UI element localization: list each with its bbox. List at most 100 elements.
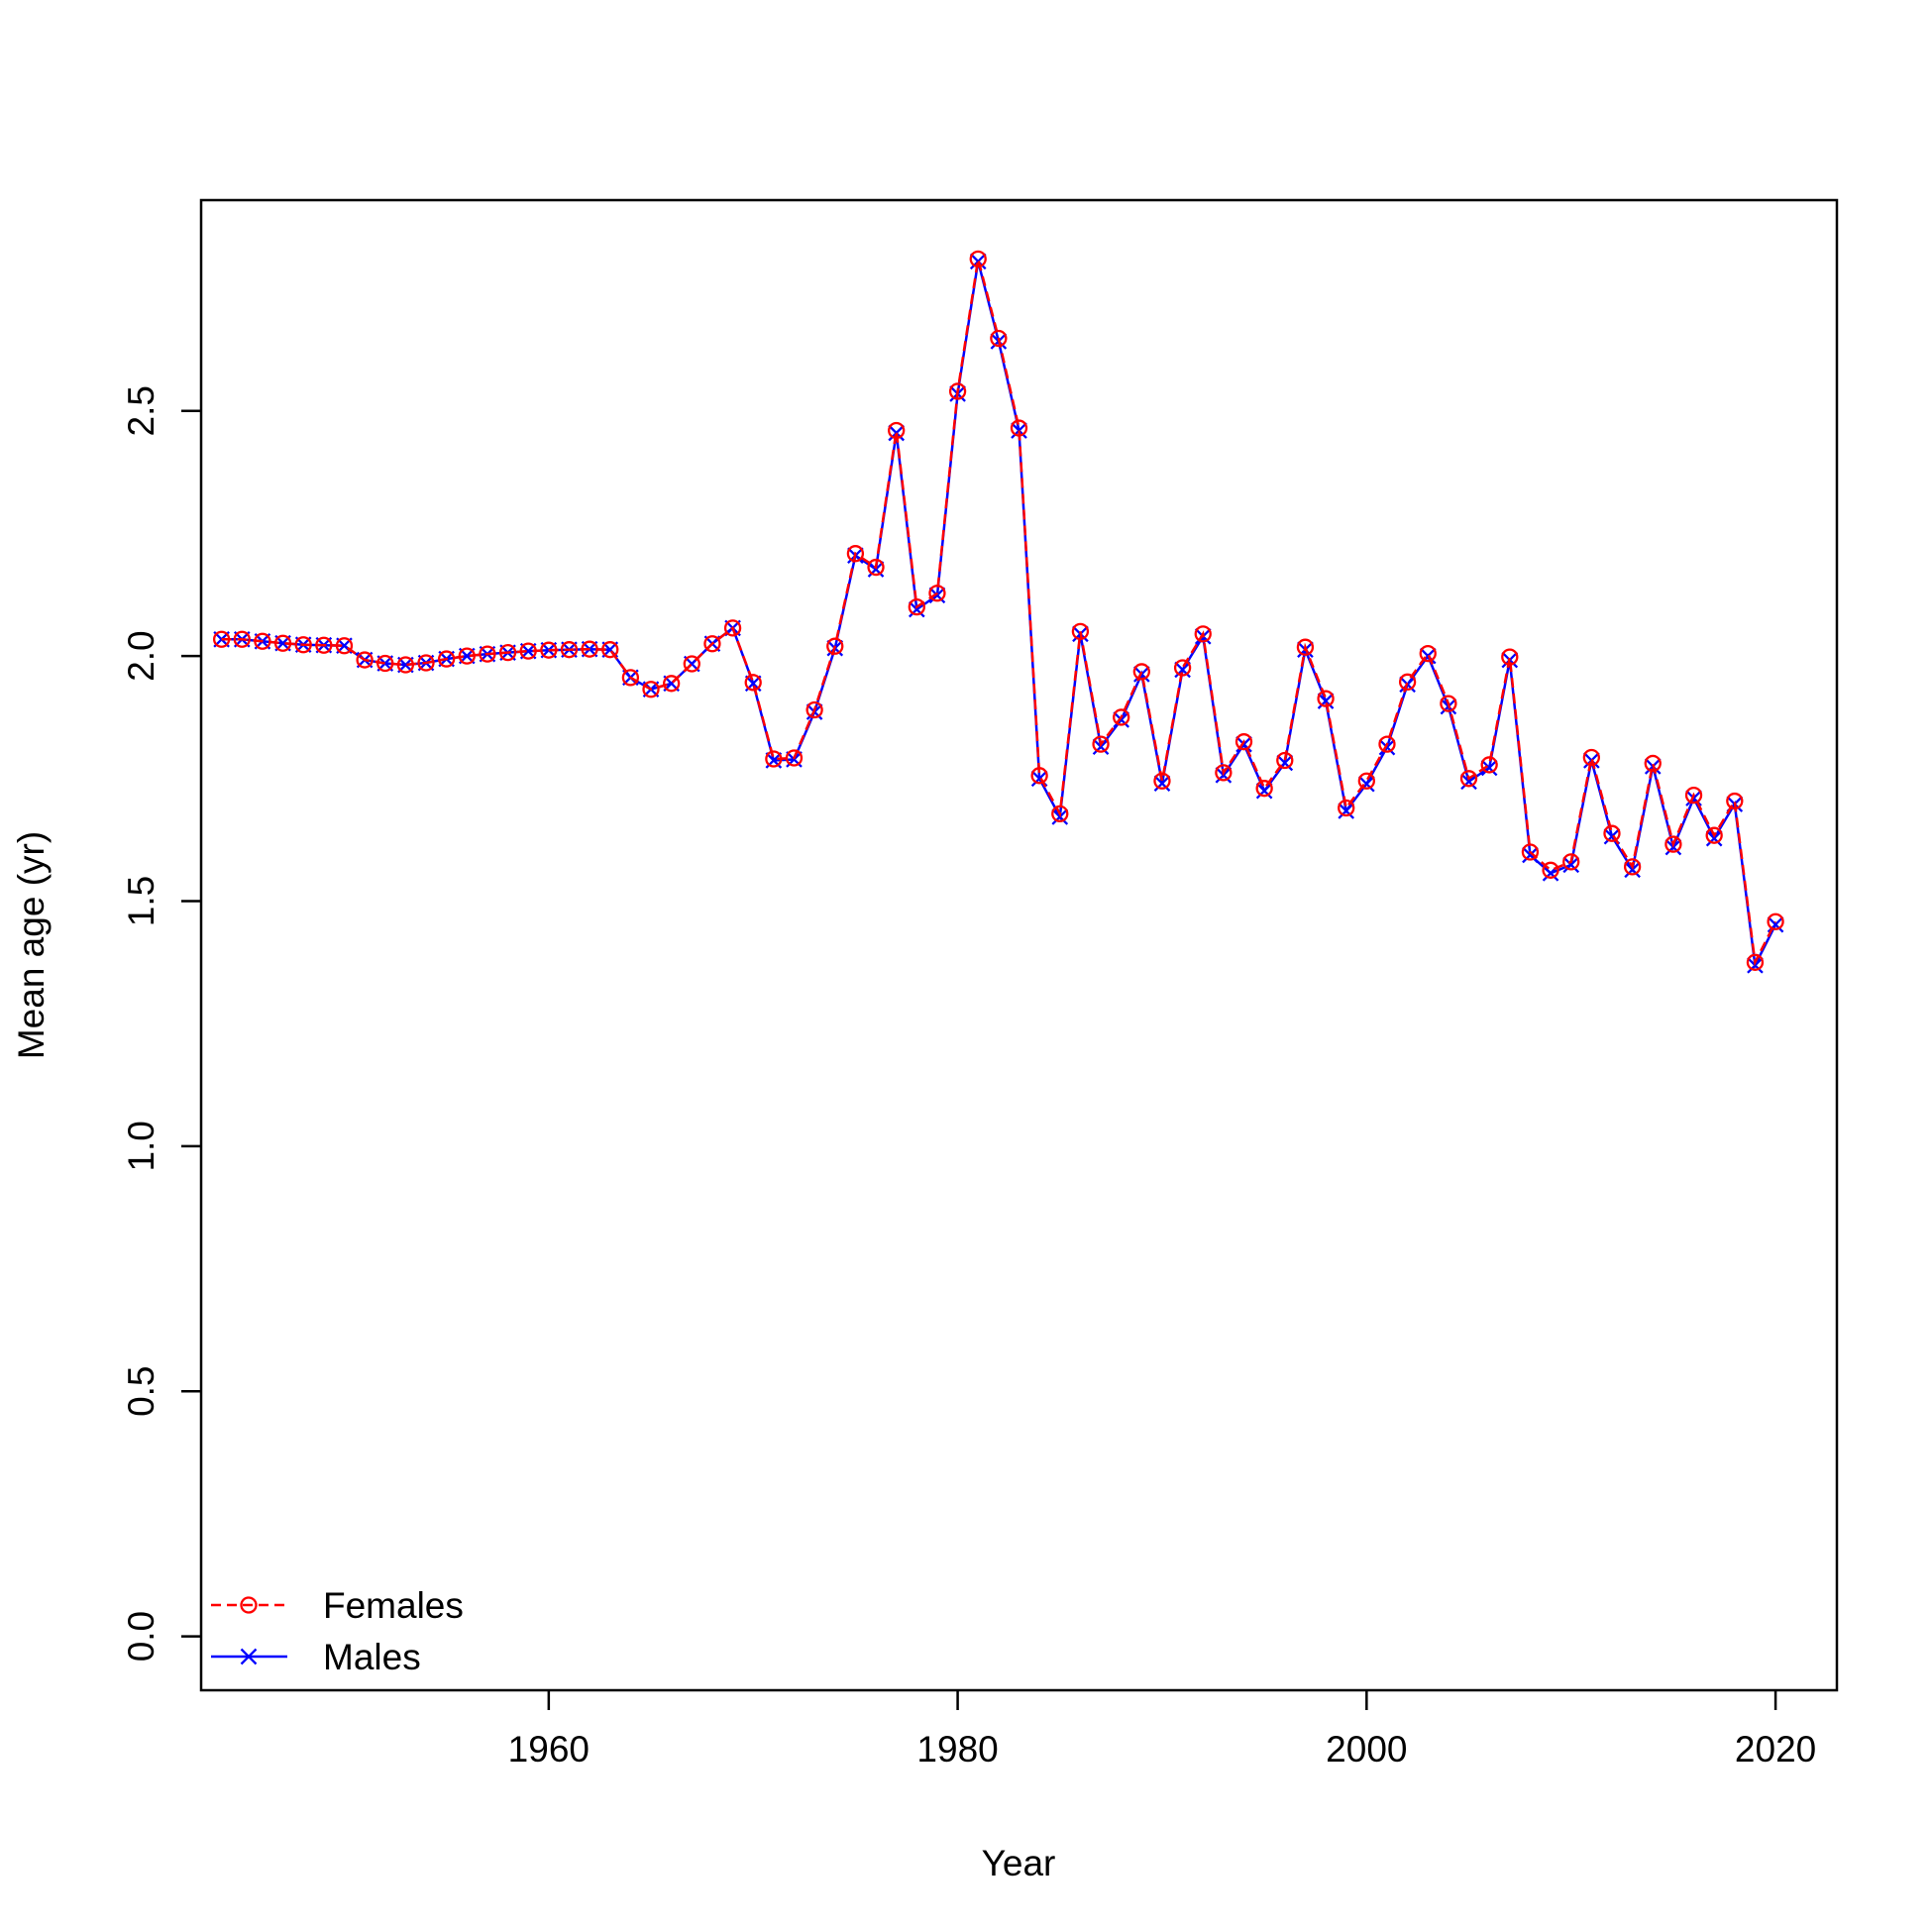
data-point-circle [1010, 419, 1028, 437]
data-point-circle [1664, 835, 1682, 853]
data-point-circle [1296, 638, 1315, 656]
data-point-circle [1276, 751, 1294, 770]
data-point-circle [396, 656, 415, 674]
data-point-circle [969, 250, 987, 268]
data-point-circle [846, 545, 865, 563]
data-point-circle [928, 585, 946, 602]
data-point-circle [1582, 748, 1600, 767]
data-point-circle [990, 329, 1008, 348]
data-point-circle [212, 630, 231, 648]
data-point-circle [1501, 648, 1519, 666]
data-point-circle [601, 641, 619, 659]
data-point-circle [1603, 824, 1621, 842]
data-point-circle [458, 647, 476, 665]
data-point-circle [479, 645, 496, 663]
series-layer [212, 250, 1784, 974]
data-point-circle [1419, 644, 1437, 663]
data-point-x [1624, 861, 1641, 879]
data-point-circle [356, 651, 374, 669]
x-axis-label: Year [982, 1843, 1056, 1883]
data-point-circle [703, 635, 721, 653]
data-point-circle [948, 382, 967, 400]
data-point-circle [1746, 953, 1765, 971]
data-point-circle [888, 421, 906, 440]
data-point-x [1562, 856, 1580, 874]
data-point-circle [294, 636, 312, 654]
data-point-circle [867, 558, 885, 577]
data-point-circle [1234, 733, 1253, 751]
data-point-circle [1338, 799, 1355, 817]
data-point-circle [1194, 625, 1212, 643]
data-point-x [1255, 782, 1273, 800]
data-point-circle [1767, 912, 1784, 930]
data-point-circle [1030, 767, 1048, 785]
data-point-circle [1255, 780, 1273, 798]
y-tick-label: 2.5 [121, 385, 161, 436]
data-point-x [1747, 956, 1764, 974]
data-point-circle [1173, 659, 1192, 677]
data-point-circle [683, 655, 700, 673]
legend-marker-circle [240, 1596, 258, 1614]
data-point-circle [1705, 826, 1723, 844]
data-point-circle [1521, 843, 1540, 861]
data-point-x [1522, 846, 1539, 864]
data-point-circle [540, 641, 558, 659]
x-tick-label: 2000 [1326, 1729, 1407, 1770]
data-point-circle [1398, 673, 1417, 691]
data-point-circle [335, 637, 354, 655]
y-tick-label: 2.0 [121, 630, 161, 681]
data-point-x [1011, 422, 1027, 439]
data-point-circle [621, 669, 640, 687]
data-point-x [1215, 767, 1233, 784]
data-point-x [1113, 711, 1130, 728]
data-point-circle [744, 674, 762, 692]
data-point-circle [1051, 805, 1069, 823]
data-point-circle [1542, 861, 1559, 879]
data-point-circle [1562, 853, 1580, 871]
data-point-x [1705, 829, 1723, 847]
data-point-circle [581, 640, 598, 658]
data-point-circle [1684, 786, 1703, 805]
data-point-circle [805, 700, 823, 719]
data-point-circle [723, 619, 742, 637]
data-point-circle [1132, 663, 1150, 681]
data-point-circle [376, 654, 394, 673]
data-point-circle [273, 634, 292, 652]
data-point-circle [254, 632, 271, 650]
data-point-circle [1440, 695, 1457, 712]
legend-marker-x [240, 1648, 258, 1665]
data-point-circle [1623, 858, 1642, 876]
data-point-circle [1459, 770, 1478, 788]
legend: Females Males [211, 1585, 464, 1677]
data-point-x [1092, 738, 1110, 755]
data-point-circle [1726, 792, 1744, 810]
data-point-circle [1092, 735, 1110, 753]
legend-label-males: Males [323, 1637, 421, 1677]
data-point-x [1378, 738, 1396, 756]
data-point-circle [315, 636, 333, 654]
data-point-circle [1480, 756, 1498, 774]
data-point-circle [560, 641, 579, 659]
data-point-x [1051, 808, 1069, 825]
legend-label-females: Females [323, 1585, 464, 1626]
data-point-circle [663, 675, 681, 693]
data-point-x [1317, 693, 1335, 709]
data-point-circle [233, 630, 251, 648]
data-point-circle [1215, 764, 1233, 782]
data-point-circle [437, 650, 456, 668]
data-point-circle [519, 642, 537, 660]
data-point-circle [498, 643, 517, 662]
data-point-circle [1317, 690, 1335, 707]
x-tick-label: 1980 [916, 1729, 998, 1770]
y-axis: 0.0 0.5 1.0 1.5 2.0 2.5 [121, 385, 201, 1662]
y-tick-label: 0.5 [121, 1365, 161, 1416]
data-point-circle [765, 750, 783, 768]
y-axis-label: Mean age (yr) [11, 831, 52, 1059]
y-tick-label: 1.0 [121, 1121, 161, 1171]
data-point-x [1480, 759, 1498, 777]
data-point-circle [1071, 622, 1090, 641]
x-tick-label: 1960 [508, 1729, 590, 1770]
data-point-circle [1113, 708, 1130, 726]
plot-frame [199, 198, 1839, 1692]
series-females [212, 250, 1784, 971]
